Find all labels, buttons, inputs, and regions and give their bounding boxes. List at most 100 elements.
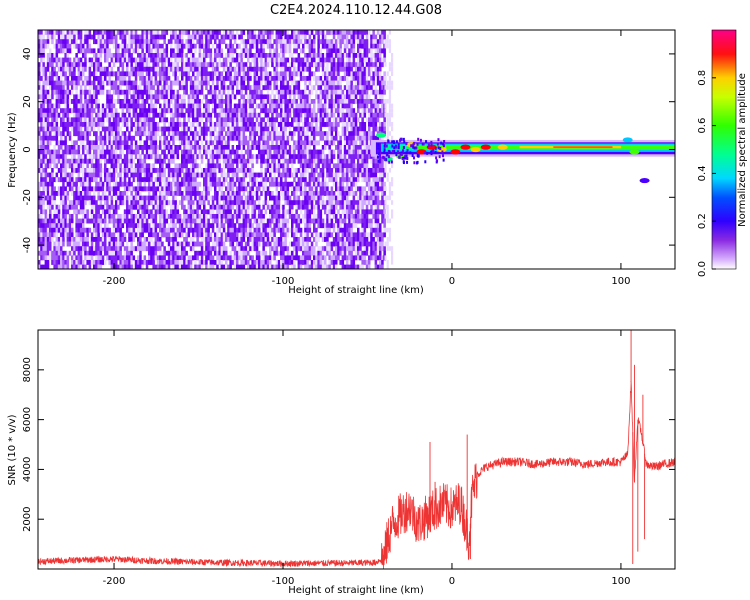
heatmap-cell [255, 250, 259, 256]
heatmap-cell [49, 53, 52, 58]
heatmap-cell [273, 149, 276, 155]
heatmap-cell [84, 158, 87, 164]
heatmap-cell [68, 66, 72, 72]
heatmap-cell [211, 223, 215, 229]
heatmap-cell [73, 154, 76, 160]
heatmap-cell [284, 122, 287, 127]
heatmap-cell [251, 85, 254, 91]
heatmap-cell [141, 34, 144, 40]
heatmap-cell [251, 237, 254, 242]
heatmap-cell [205, 227, 208, 233]
heatmap-cell [253, 204, 257, 210]
heatmap-cell [143, 126, 147, 132]
heatmap-cell [128, 237, 131, 242]
heatmap-cell [218, 94, 221, 100]
heatmap-cell [104, 30, 107, 35]
heatmap-cell [150, 39, 153, 45]
heatmap-cell [249, 94, 252, 100]
heatmap-cell [174, 34, 177, 40]
heatmap-cell [163, 172, 166, 178]
heatmap-cell [126, 149, 129, 155]
heatmap-cell [73, 149, 76, 155]
heatmap-cell [82, 122, 85, 127]
heatmap-cell [170, 186, 173, 192]
heatmap-cell [137, 200, 140, 206]
heatmap-cell [167, 131, 171, 137]
heatmap-cell [161, 126, 164, 132]
heatmap-cell [260, 71, 263, 77]
heatmap-cell [108, 214, 111, 219]
heatmap-cell [216, 163, 219, 169]
heatmap-cell [255, 218, 259, 224]
heatmap-cell [137, 264, 140, 269]
heatmap-cell [231, 122, 235, 127]
heatmap-cell [227, 140, 230, 146]
heatmap-cell [255, 122, 259, 127]
heatmap-cell [198, 131, 202, 137]
heatmap-cell [66, 163, 70, 169]
heatmap-cell [170, 62, 173, 68]
heatmap-cell [154, 34, 158, 40]
heatmap-cell [62, 71, 65, 77]
heatmap-cell [57, 191, 61, 196]
heatmap-cell [104, 237, 107, 242]
heatmap-cell [207, 140, 210, 146]
heatmap-cell [189, 108, 193, 114]
heatmap-cell [156, 34, 160, 40]
heatmap-cell [79, 140, 83, 146]
heatmap-cell [123, 250, 127, 256]
heatmap-cell [86, 108, 89, 114]
heatmap-cell [262, 158, 265, 164]
heatmap-cell [203, 204, 206, 210]
heatmap-cell [139, 195, 142, 201]
heatmap-cell [269, 223, 272, 229]
heatmap-cell [194, 30, 197, 35]
heatmap-cell [62, 214, 65, 219]
heatmap-cell [218, 177, 221, 183]
heatmap-cell [249, 43, 252, 49]
heatmap-cell [231, 53, 235, 58]
heatmap-cell [95, 154, 98, 160]
heatmap-cell [106, 112, 109, 118]
heatmap-cell [271, 122, 274, 127]
heatmap-cell [262, 140, 265, 146]
heatmap-cell [77, 172, 81, 178]
heatmap-cell [249, 158, 252, 164]
heatmap-cell [260, 57, 263, 63]
heatmap-cell [150, 76, 153, 81]
heatmap-cell [207, 43, 210, 49]
heatmap-cell [236, 218, 239, 224]
heatmap-cell [90, 62, 94, 68]
heatmap-cell [42, 186, 45, 192]
heatmap-cell [150, 181, 153, 187]
heatmap-cell [84, 200, 87, 206]
heatmap-cell [159, 204, 162, 210]
heatmap-cell [178, 99, 182, 104]
heatmap-cell [200, 112, 204, 118]
heatmap-cell [200, 39, 204, 45]
heatmap-cell [203, 43, 206, 49]
heatmap-cell [233, 246, 237, 252]
heatmap-cell [255, 232, 259, 238]
heatmap-cell [247, 80, 250, 86]
heatmap-cell [207, 39, 210, 45]
heatmap-cell [258, 85, 261, 91]
heatmap-cell [167, 186, 171, 192]
heatmap-cell [75, 112, 78, 118]
heatmap-cell [216, 223, 219, 229]
heatmap-cell [112, 108, 116, 114]
heatmap-cell [121, 241, 125, 247]
heatmap-cell [93, 186, 96, 192]
heatmap-cell [79, 126, 83, 132]
heatmap-cell [291, 117, 294, 123]
heatmap-cell [119, 237, 122, 242]
heatmap-cell [66, 191, 70, 196]
heatmap-cell [112, 39, 116, 45]
heatmap-cell [225, 264, 228, 269]
heatmap-cell [211, 57, 215, 63]
heatmap-cell [77, 135, 81, 141]
heatmap-cell [174, 94, 177, 100]
heatmap-cell [291, 149, 294, 155]
heatmap-cell [181, 48, 184, 54]
heatmap-cell [115, 158, 118, 164]
